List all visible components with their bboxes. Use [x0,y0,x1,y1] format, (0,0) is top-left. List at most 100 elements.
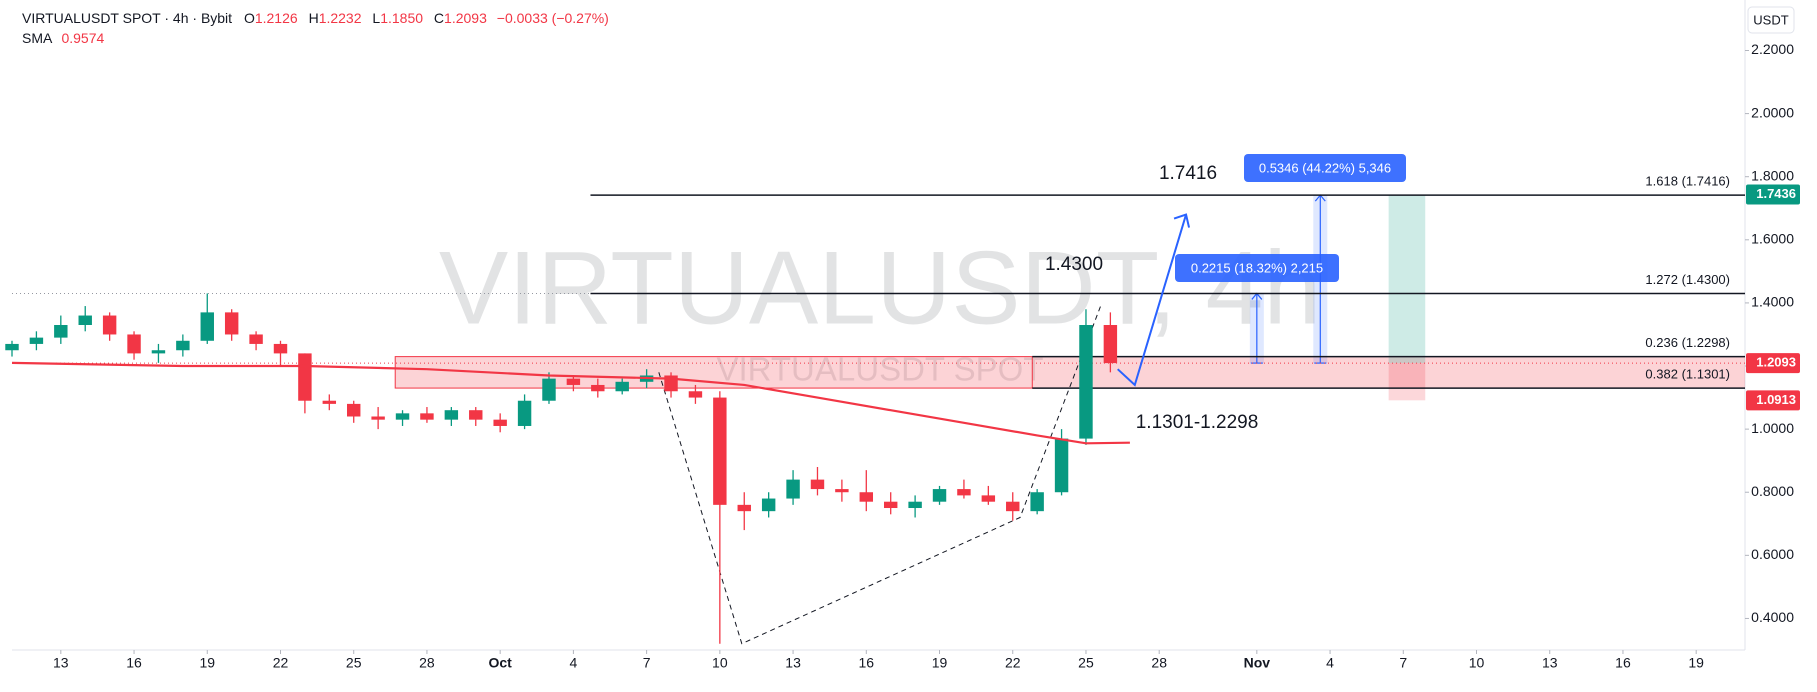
candle-body [347,403,361,417]
symbol: VIRTUALUSDT SPOT · 4h · Bybit O1.2126 H1… [22,10,609,26]
x-tick-label: 4 [1326,655,1334,671]
candle-body [591,384,605,392]
x-tick-label: 13 [53,655,69,671]
candle-body [932,489,947,502]
y-tick-label: 2.2000 [1751,41,1794,57]
x-tick-label: 25 [1078,655,1094,671]
candle-body [420,413,434,420]
candle-body [859,492,874,502]
x-tick-label: 13 [1542,655,1558,671]
y-tick-label: 0.4000 [1751,609,1794,625]
y-tick-label: 1.6000 [1751,231,1794,247]
candle-body [615,381,629,392]
candle-body [78,315,92,325]
candle-body [249,334,263,344]
x-tick-label: 13 [785,655,801,671]
sma-label: SMA [22,30,53,46]
fib-label: 1.272 (1.4300) [1645,272,1730,287]
candle-body [127,334,141,354]
candle-body [395,413,410,420]
annotation: 1.7416 [1159,163,1217,184]
x-tick-label: 4 [569,655,577,671]
candle-body [1030,492,1044,512]
ohlc-label: L [372,10,380,26]
legend-header: VIRTUALUSDT SPOT · 4h · Bybit O1.2126 H1… [22,10,609,46]
candle-body [493,419,507,426]
x-tick-label: 19 [932,655,948,671]
candle-body [908,501,922,509]
annotation: 1.4300 [1045,254,1103,275]
ohlc-value: 1.2126 [255,10,298,26]
zone [1032,356,1745,389]
sma-value: 0.9574 [61,30,104,46]
candle-body [298,353,312,401]
y-tick-label: 2.0000 [1751,104,1794,120]
zigzag [658,305,1102,645]
x-tick-label: 28 [419,655,435,671]
fib-label: 0.236 (1.2298) [1645,335,1730,350]
x-tick-label: 10 [1469,655,1485,671]
sma-legend: SMA 0.9574 [22,30,105,46]
price-badge-label: 1.7436 [1756,186,1796,201]
candle-body [883,501,898,509]
x-tick-label: 16 [126,655,142,671]
candle-body [444,410,459,420]
candle-body [5,343,19,351]
candle-body [981,495,996,502]
candle-body [786,479,800,499]
position-stop [1388,363,1426,401]
price-badge-label: 1.2093 [1756,355,1796,370]
change: −0.0033 (−0.27%) [497,10,609,26]
projection-arrowhead [1173,213,1191,228]
y-tick-label: 0.8000 [1751,483,1794,499]
candle-body [713,397,727,505]
price-badge-label: 1.0913 [1756,392,1796,407]
y-tick-label: 0.6000 [1751,546,1794,562]
measure-label-box [1175,254,1339,282]
candle-body [737,504,751,512]
x-tick-label: 10 [712,655,728,671]
ohlc-value: 1.1850 [380,10,423,26]
candle-body [1054,438,1069,493]
y-tick-label: 1.4000 [1751,294,1794,310]
x-tick-label: 22 [273,655,289,671]
plot-layer: 13 16 19 22 25 28 Oct 4 7 10 13 16 19 22 25 28 Nov 4 7 10 13… [5,41,1800,671]
y-tick-label: 1.8000 [1751,167,1794,183]
currency-button-box[interactable] [1747,6,1795,34]
candle-body [151,350,166,354]
candle-body [688,391,703,398]
fib-label: 1.618 (1.7416) [1645,174,1730,189]
x-tick-label: 19 [199,655,215,671]
currency-button-label[interactable]: USDT [1753,12,1788,27]
x-tick-label: 25 [346,655,362,671]
x-tick-label: Nov [1244,655,1271,671]
candle-body [29,337,44,344]
candle-body [273,343,288,354]
annotation: 1.1301-1.2298 [1136,412,1259,433]
candle-body [54,325,68,338]
measure-label: 0.2215 (18.32%) 2,215 [1191,260,1323,275]
currency-button[interactable]: USDT [1747,6,1795,34]
x-tick-label: 16 [1615,655,1631,671]
x-tick-label: 28 [1151,655,1167,671]
candle-body [371,416,385,420]
candle-body [835,489,849,493]
x-tick-label: 7 [643,655,651,671]
candle-body [1103,325,1118,364]
candle-body [517,400,532,426]
candle-body [1079,325,1093,439]
candle-body [176,340,190,351]
ohlc-label: C [434,10,444,26]
ohlc-value: 1.2093 [444,10,487,26]
x-tick-label: 16 [859,655,875,671]
x-tick-label: 22 [1005,655,1021,671]
measure-label-box [1244,154,1406,182]
candle-body [810,479,825,490]
watermark-main: VIRTUALUSDT, 4h [439,230,1321,346]
candle-body [322,400,337,404]
sma-line [11,361,1130,445]
symbol-name: VIRTUALUSDT SPOT · 4h · Bybit [22,10,232,26]
y-tick-label: 1.0000 [1751,420,1794,436]
